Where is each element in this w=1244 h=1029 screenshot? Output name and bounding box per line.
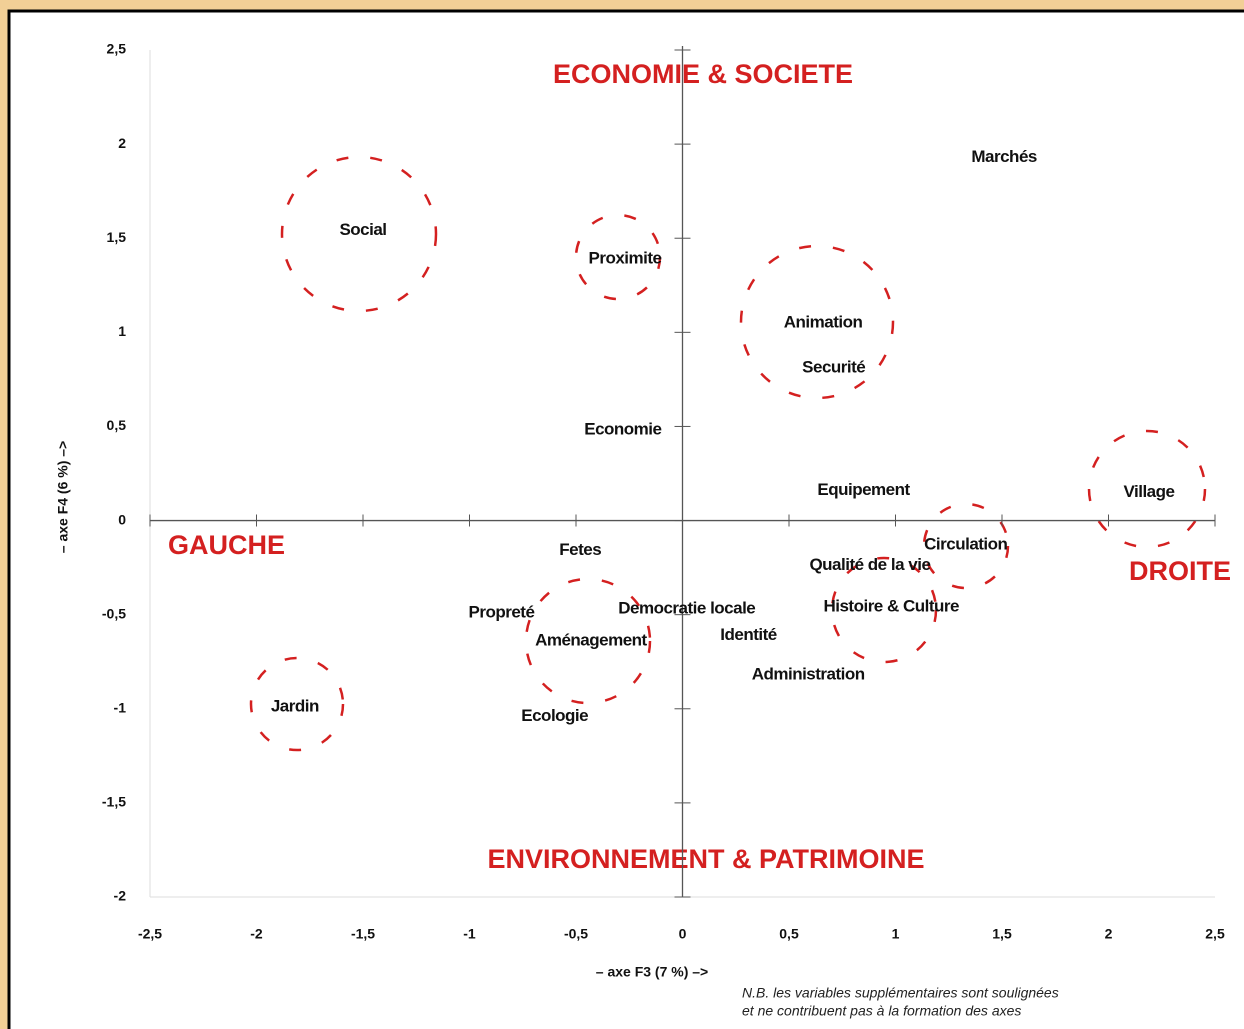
y-tick-label: -1,5 [102, 794, 126, 810]
x-tick-label: -2 [250, 926, 263, 942]
x-tick-label: -1,5 [351, 926, 375, 942]
point-label: Marchés [971, 147, 1037, 166]
cluster-circle [739, 244, 895, 400]
annotation: ECONOMIE & SOCIETE [553, 59, 853, 89]
point-label: Aménagement [535, 631, 647, 650]
y-tick-label: -2 [114, 888, 127, 904]
point-label: Democratie locale [618, 599, 755, 618]
x-tick-label: 1,5 [992, 926, 1012, 942]
cluster-circle [922, 502, 1010, 590]
y-tick-label: -1 [114, 699, 127, 715]
x-tick-label: 0,5 [779, 926, 799, 942]
x-tick-label: 2 [1105, 926, 1113, 942]
point-label: Animation [784, 312, 863, 331]
point-label: Administration [752, 664, 865, 683]
point-label: Economie [584, 420, 661, 439]
cluster-circle [280, 155, 438, 313]
x-tick-label: 0 [679, 926, 687, 942]
y-tick-label: 1,5 [107, 229, 127, 245]
note: N.B. les variables supplémentaires sont … [742, 985, 1059, 1001]
point-label: Securité [802, 358, 865, 377]
y-tick-label: 0,5 [107, 417, 127, 433]
cluster-circle [830, 556, 938, 664]
annotation: GAUCHE [168, 530, 285, 560]
annotation: DROITE [1129, 556, 1231, 586]
y-axis-label: – axe F4 (6 %) –> [55, 441, 71, 553]
cluster-circle [1087, 429, 1207, 549]
point-label: Equipement [817, 480, 910, 499]
point-label: Ecologie [521, 706, 588, 725]
x-tick-label: -1 [463, 926, 476, 942]
y-tick-label: 0 [118, 511, 126, 527]
note: et ne contribuent pas à la formation des… [742, 1003, 1021, 1019]
point-label: Circulation [924, 535, 1007, 554]
point-label: Proximite [588, 248, 661, 267]
x-tick-label: -2,5 [138, 926, 162, 942]
cluster-circle [249, 656, 345, 752]
point-label: Propreté [468, 602, 534, 621]
point-label: Jardin [271, 696, 319, 715]
point-label: Histoire & Culture [823, 597, 959, 616]
y-tick-label: -0,5 [102, 605, 126, 621]
y-tick-label: 2,5 [107, 41, 127, 57]
point-label: Fetes [559, 540, 601, 559]
point-label: Village [1123, 482, 1174, 501]
x-tick-label: 2,5 [1205, 926, 1225, 942]
x-tick-label: -0,5 [564, 926, 588, 942]
cluster-circle [524, 577, 652, 705]
cluster-circle [574, 213, 662, 301]
point-label: Social [339, 220, 386, 239]
point-label: Qualité de la vie [809, 555, 930, 574]
y-tick-label: 1 [118, 323, 126, 339]
point-label: Identité [720, 625, 776, 644]
y-tick-label: 2 [118, 135, 126, 151]
annotation: ENVIRONNEMENT & PATRIMOINE [487, 844, 924, 874]
x-tick-label: 1 [892, 926, 900, 942]
x-axis-label: – axe F3 (7 %) –> [596, 964, 708, 980]
